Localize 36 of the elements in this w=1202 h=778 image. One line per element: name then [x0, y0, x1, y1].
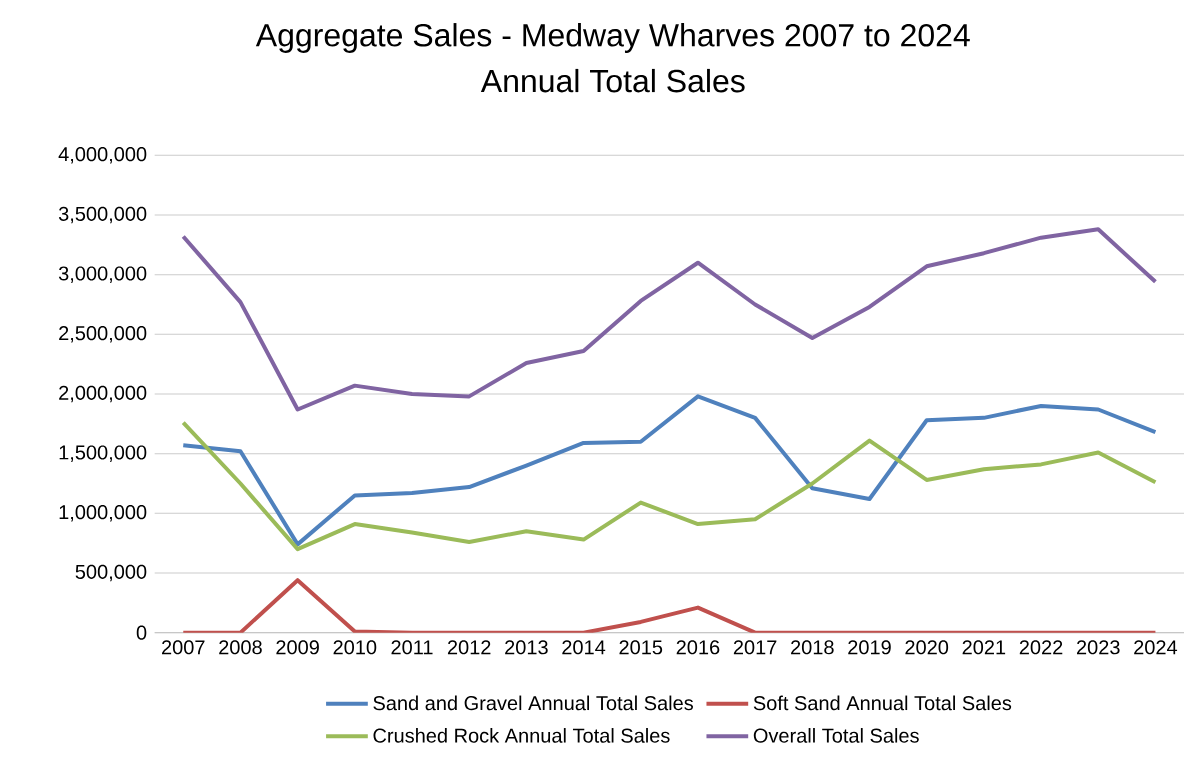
- y-tick-label: 2,000,000: [59, 385, 147, 403]
- line-series: [181, 394, 1158, 547]
- x-tick-label: 2015: [619, 640, 663, 655]
- x-tick-label: 2009: [276, 640, 319, 655]
- y-tick-label: 0: [136, 625, 147, 640]
- chart-subtitle: Annual Total Sales: [480, 68, 745, 93]
- chart-title: Aggregate Sales - Medway Wharves 2007 to 2024: [255, 23, 970, 53]
- x-tick-label: 2017: [733, 640, 777, 655]
- x-tick-label: 2024: [1134, 640, 1178, 655]
- y-tick-label: 500,000: [75, 564, 147, 582]
- y-tick-label: 3,000,000: [58, 266, 147, 283]
- x-tick-label: 2011: [391, 640, 433, 655]
- y-tick-label: 1,000,000: [59, 505, 147, 522]
- x-tick-label: 2019: [848, 640, 891, 655]
- y-tick-label: 3,500,000: [58, 206, 147, 224]
- y-tick-label: 1,500,000: [59, 445, 147, 462]
- x-tick-label: 2016: [676, 640, 720, 655]
- x-tick-label: 2023: [1076, 640, 1120, 655]
- x-tick-label: 2013: [505, 640, 548, 655]
- y-tick-label: 4,000,000: [58, 147, 147, 164]
- legend-label: Crushed Rock Annual Total Sales: [373, 728, 670, 743]
- line-series: [181, 227, 1158, 412]
- line-series: [181, 420, 1158, 552]
- y-tick-label: 2,500,000: [59, 326, 147, 343]
- legend-label: Overall Total Sales: [753, 728, 919, 743]
- x-tick-label: 2008: [219, 640, 262, 655]
- x-tick-label: 2007: [162, 640, 205, 655]
- x-tick-label: 2018: [791, 640, 834, 655]
- legend-label: Soft Sand Annual Total Sales: [753, 695, 1012, 711]
- x-tick-label: 2010: [333, 640, 377, 655]
- x-tick-label: 2020: [905, 640, 949, 655]
- legend-label: Sand and Gravel Annual Total Sales: [373, 695, 693, 711]
- x-tick-label: 2014: [562, 640, 606, 655]
- x-tick-label: 2021: [962, 640, 1006, 655]
- x-tick-label: 2012: [447, 640, 491, 655]
- x-tick-label: 2022: [1019, 640, 1063, 655]
